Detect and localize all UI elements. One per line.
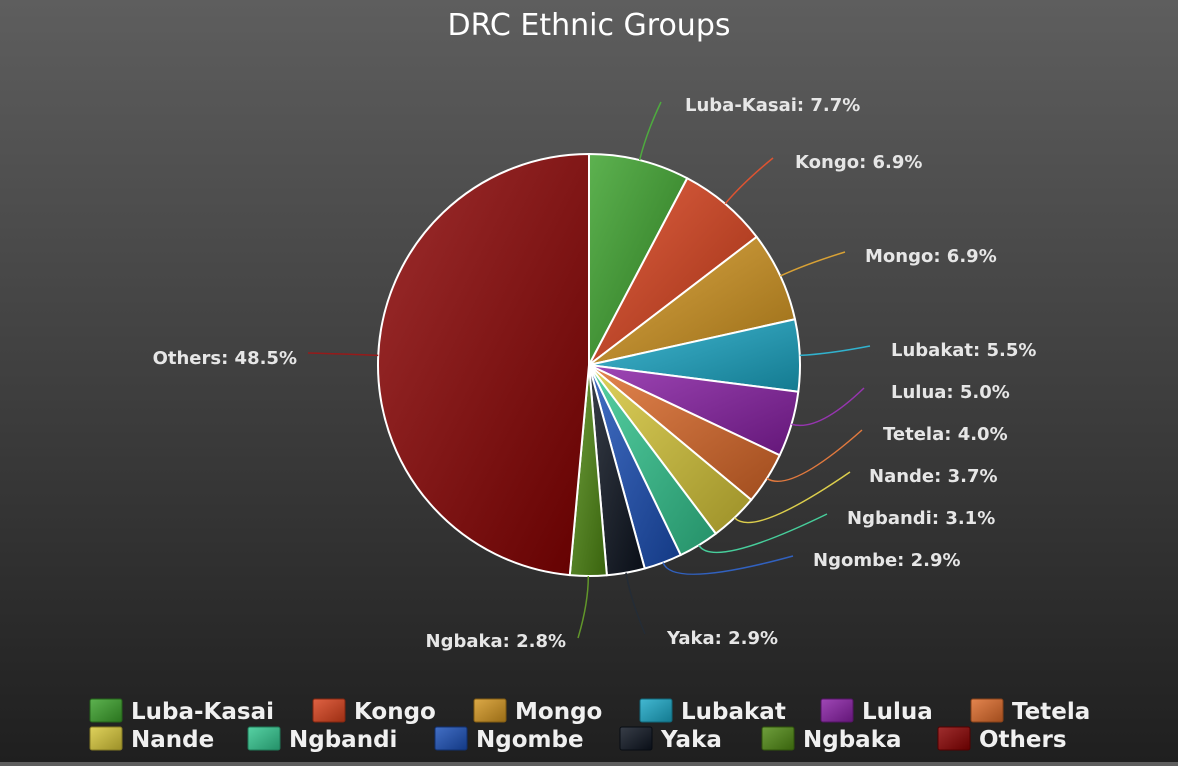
slice-label-lubakat: Lubakat: 5.5% — [891, 340, 1036, 361]
legend-swatch — [89, 698, 123, 723]
leader-line-mongo — [779, 251, 846, 277]
leader-line-others — [307, 352, 379, 357]
legend-label: Ngbaka — [803, 727, 902, 753]
leader-line-lulua — [791, 387, 865, 427]
legend: Luba-Kasai Kongo Mongo Lubakat Lulua Tetela Na… — [89, 698, 1090, 753]
legend-swatch — [247, 726, 281, 751]
slice-label-tetela: Tetela: 4.0% — [883, 424, 1008, 445]
slice-label-ngombe: Ngombe: 2.9% — [813, 550, 961, 571]
legend-swatch — [820, 698, 854, 723]
slice-label-kongo: Kongo: 6.9% — [795, 152, 922, 173]
slice-label-mongo: Mongo: 6.9% — [865, 246, 997, 267]
legend-item-others[interactable]: Others — [937, 726, 1067, 753]
legend-swatch — [761, 726, 795, 751]
leader-line-lubakat — [799, 345, 871, 357]
legend-label: Nande — [131, 727, 214, 753]
legend-item-ngbandi[interactable]: Ngbandi — [247, 726, 397, 753]
legend-item-lulua[interactable]: Lulua — [820, 698, 933, 725]
legend-swatch — [473, 698, 507, 723]
slice-labels: Luba-Kasai: 7.7% Kongo: 6.9% Mongo: 6.9% Lu… — [153, 95, 1037, 652]
legend-label: Ngbandi — [289, 727, 397, 753]
leader-line-ngombe — [662, 555, 794, 575]
leader-line-ngbandi — [698, 513, 828, 554]
leader-line-kongo — [724, 157, 774, 205]
legend-swatch — [619, 726, 653, 751]
legend-swatch — [312, 698, 346, 723]
legend-label: Mongo — [515, 699, 602, 725]
legend-swatch — [89, 726, 123, 751]
slice-label-yaka: Yaka: 2.9% — [666, 628, 778, 649]
legend-item-mongo[interactable]: Mongo — [473, 698, 602, 725]
legend-item-nande[interactable]: Nande — [89, 726, 214, 753]
legend-item-ngombe[interactable]: Ngombe — [434, 726, 584, 753]
slice-label-lulua: Lulua: 5.0% — [891, 382, 1010, 403]
legend-item-lubakat[interactable]: Lubakat — [639, 698, 786, 725]
pie-slices — [377, 153, 801, 577]
slice-label-ngbaka: Ngbaka: 2.8% — [426, 631, 566, 652]
legend-label: Luba-Kasai — [131, 699, 274, 725]
legend-swatch — [970, 698, 1004, 723]
legend-swatch — [434, 726, 468, 751]
slice-label-luba-kasai: Luba-Kasai: 7.7% — [685, 95, 860, 116]
legend-label: Tetela — [1012, 699, 1090, 725]
legend-swatch — [937, 726, 971, 751]
legend-label: Yaka — [660, 727, 722, 753]
legend-label: Lubakat — [681, 699, 786, 725]
slice-label-others: Others: 48.5% — [153, 348, 297, 369]
leader-line-tetela — [766, 429, 863, 483]
legend-swatch — [639, 698, 673, 723]
leader-lines — [307, 101, 871, 639]
legend-item-kongo[interactable]: Kongo — [312, 698, 436, 725]
slice-luba-kasai — [588, 153, 689, 366]
legend-item-yaka[interactable]: Yaka — [619, 726, 722, 753]
legend-item-luba-kasai[interactable]: Luba-Kasai — [89, 698, 274, 725]
legend-label: Others — [979, 727, 1067, 753]
legend-label: Kongo — [354, 699, 436, 725]
legend-label: Ngombe — [476, 727, 584, 753]
leader-line-yaka — [625, 572, 646, 635]
legend-label: Lulua — [862, 699, 933, 725]
slice-others — [377, 153, 590, 577]
leader-line-luba-kasai — [638, 101, 662, 161]
legend-item-tetela[interactable]: Tetela — [970, 698, 1090, 725]
slice-label-ngbandi: Ngbandi: 3.1% — [847, 508, 995, 529]
chart-title: DRC Ethnic Groups — [447, 8, 730, 43]
leader-line-ngbaka — [577, 575, 590, 639]
leader-line-nande — [733, 471, 851, 524]
legend-item-ngbaka[interactable]: Ngbaka — [761, 726, 902, 753]
slice-label-nande: Nande: 3.7% — [869, 466, 998, 487]
